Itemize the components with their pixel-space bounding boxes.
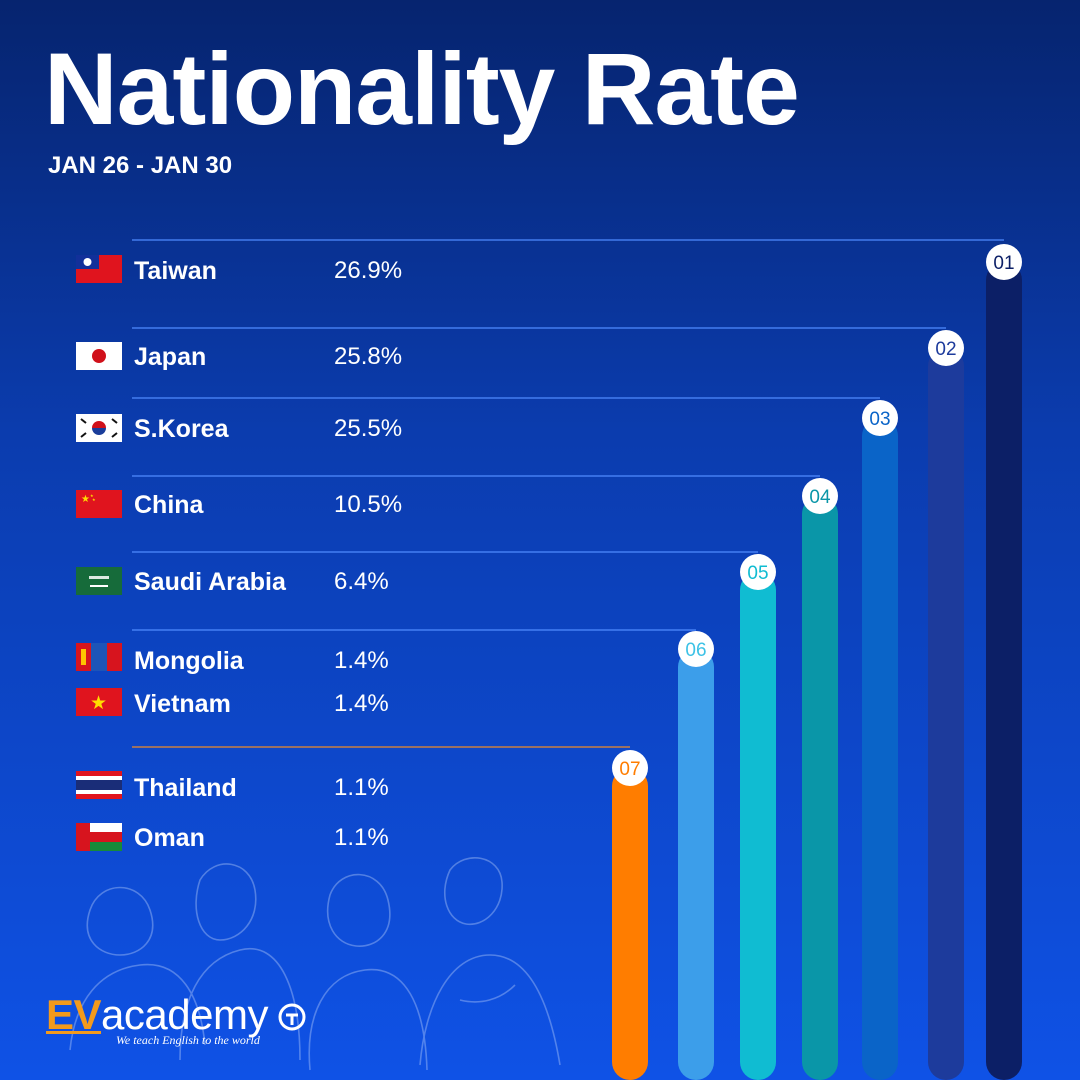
percent-value: 25.8%	[334, 343, 403, 370]
svg-text:★: ★	[90, 493, 94, 498]
globe-icon	[278, 1003, 306, 1031]
bar-05	[740, 572, 776, 1080]
china-flag: ★ ★ ★	[76, 490, 122, 518]
rank-badge	[740, 554, 776, 590]
logo-wordmark: EVacademy	[46, 993, 268, 1037]
percent-value: 26.9%	[334, 257, 403, 284]
svg-text:★: ★	[92, 497, 96, 502]
mongolia-flag	[76, 643, 122, 671]
date-range: JAN 26 - JAN 30	[48, 152, 233, 179]
country-label: Taiwan	[134, 257, 217, 285]
rank-badge	[862, 400, 898, 436]
page-title: Nationality Rate	[44, 32, 800, 146]
taiwan-flag	[76, 255, 122, 283]
rank-number: 05	[747, 563, 768, 584]
saudi-arabia-flag	[76, 567, 122, 595]
rank-number: 02	[935, 339, 956, 360]
svg-text:★: ★	[81, 494, 90, 505]
country-label: Saudi Arabia	[134, 568, 286, 596]
bar-06	[678, 649, 714, 1080]
country-label: Japan	[134, 343, 207, 371]
logo-tagline: We teach English to the world	[116, 1033, 260, 1047]
south-korea-flag	[76, 414, 122, 442]
bar-04	[802, 496, 838, 1080]
rank-badge	[802, 478, 838, 514]
percent-value: 10.5%	[334, 491, 403, 518]
percent-value: 25.5%	[334, 415, 403, 442]
rank-number: 03	[869, 409, 890, 430]
rank-badge	[612, 750, 648, 786]
rank-number: 01	[993, 253, 1014, 274]
country-label: S.Korea	[134, 415, 229, 443]
bar-07	[612, 768, 648, 1080]
logo-suffix: academy	[101, 991, 268, 1038]
thailand-flag	[76, 771, 122, 799]
rank-badge	[928, 330, 964, 366]
rank-badge	[678, 631, 714, 667]
logo-prefix: EV	[46, 991, 102, 1038]
rank-number: 04	[809, 487, 831, 508]
country-label: Vietnam	[134, 690, 231, 718]
rank-badge	[986, 244, 1022, 280]
svg-text:★: ★	[90, 693, 107, 714]
japan-flag	[76, 342, 122, 370]
percent-value: 1.4%	[334, 647, 389, 674]
people-illustration	[69, 857, 561, 1071]
ev-academy-logo: EVacademy We teach English to the world	[46, 993, 306, 1047]
percent-value: 1.1%	[334, 824, 389, 851]
country-label: Oman	[134, 824, 205, 852]
percent-value: 1.4%	[334, 690, 389, 717]
country-label: China	[134, 491, 204, 519]
rank-number: 06	[685, 640, 706, 661]
bar-02	[928, 348, 964, 1080]
bar-03	[862, 418, 898, 1080]
vietnam-flag: ★	[76, 688, 122, 716]
oman-flag	[76, 823, 122, 851]
country-label: Mongolia	[134, 647, 244, 675]
percent-value: 1.1%	[334, 774, 389, 801]
rank-number: 07	[619, 759, 640, 780]
percent-value: 6.4%	[334, 568, 389, 595]
country-label: Thailand	[134, 774, 237, 802]
bar-01	[986, 262, 1022, 1080]
